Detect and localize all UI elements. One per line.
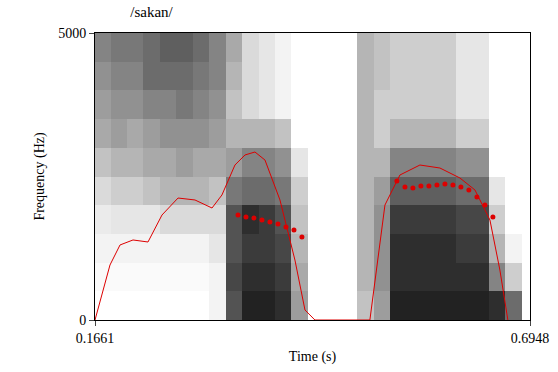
svg-text:0.1661: 0.1661 [76, 331, 115, 346]
svg-text:Time (s): Time (s) [289, 349, 337, 365]
svg-text:/sakan/: /sakan/ [130, 4, 173, 20]
svg-text:0.6948: 0.6948 [511, 331, 550, 346]
svg-text:0: 0 [79, 313, 86, 328]
svg-text:Frequency (Hz): Frequency (Hz) [32, 132, 48, 221]
svg-text:5000: 5000 [58, 26, 86, 41]
